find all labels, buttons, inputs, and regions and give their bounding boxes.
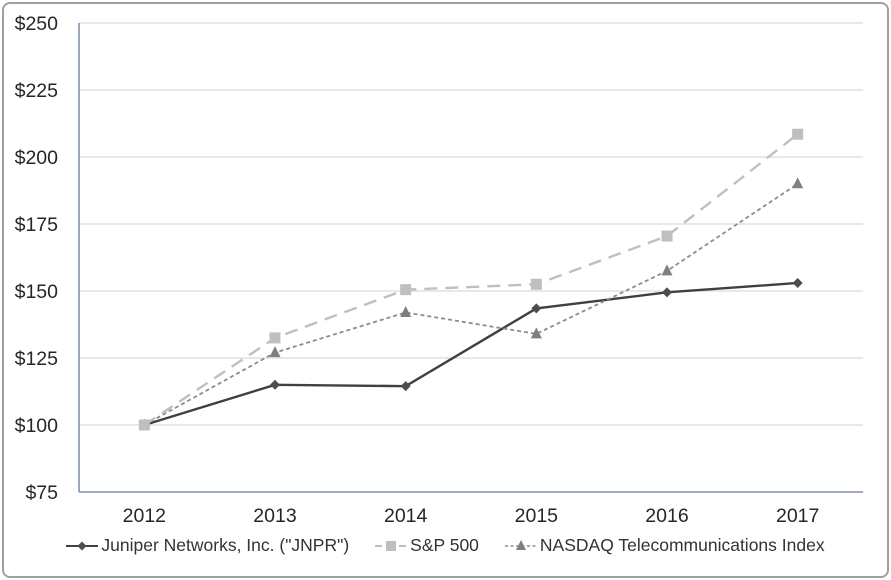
y-tick-label: $150 — [15, 281, 59, 303]
triangle-marker — [515, 539, 526, 550]
legend-label: S&P 500 — [410, 535, 479, 555]
x-tick-label: 2013 — [253, 505, 296, 527]
legend-label: Juniper Networks, Inc. ("JNPR") — [101, 535, 350, 555]
square-marker — [269, 332, 281, 344]
diamond-marker — [792, 277, 803, 288]
series-line — [143, 183, 799, 426]
square-marker — [792, 128, 804, 140]
chart-legend: Juniper Networks, Inc. ("JNPR") S&P 500 NA… — [4, 535, 887, 556]
square-marker — [530, 278, 542, 290]
triangle-marker — [530, 327, 542, 339]
square-marker — [400, 284, 412, 296]
triangle-marker — [400, 305, 412, 317]
x-tick-label: 2015 — [515, 505, 559, 527]
diamond-marker — [270, 379, 280, 390]
y-tick-label: $175 — [15, 214, 59, 236]
triangle-marker — [661, 264, 673, 276]
triangle-marker — [269, 346, 281, 358]
series-line — [143, 281, 798, 427]
x-tick-label: 2017 — [776, 505, 819, 527]
legend-item-1: S&P 500 — [375, 535, 479, 556]
series-0 — [139, 277, 803, 430]
square-marker — [661, 230, 673, 242]
legend-item-2: NASDAQ Telecommunications Index — [504, 535, 825, 556]
square-legend-key-icon — [375, 540, 408, 551]
square-marker — [138, 419, 150, 431]
legend-label: NASDAQ Telecommunications Index — [539, 535, 825, 555]
x-tick-label: 2014 — [384, 505, 428, 527]
y-tick-label: $75 — [25, 482, 58, 504]
triangle-marker — [792, 177, 804, 189]
y-tick-label: $200 — [15, 147, 59, 169]
diamond-marker — [77, 541, 87, 550]
y-tick-label: $100 — [15, 415, 59, 437]
x-tick-label: 2016 — [645, 505, 688, 527]
diamond-legend-key-icon — [66, 541, 99, 550]
x-tick-label: 2012 — [123, 505, 166, 527]
triangle-legend-key-icon — [504, 539, 537, 550]
y-tick-label: $125 — [15, 348, 59, 370]
square-marker — [386, 540, 397, 551]
series-2 — [138, 177, 804, 430]
legend-item-0: Juniper Networks, Inc. ("JNPR") — [66, 535, 349, 556]
diamond-marker — [400, 381, 411, 392]
diamond-marker — [662, 287, 672, 298]
series-line — [143, 133, 799, 426]
series-1 — [138, 128, 804, 431]
y-tick-label: $250 — [15, 13, 59, 35]
diamond-marker — [531, 303, 542, 314]
y-tick-label: $225 — [15, 80, 59, 102]
